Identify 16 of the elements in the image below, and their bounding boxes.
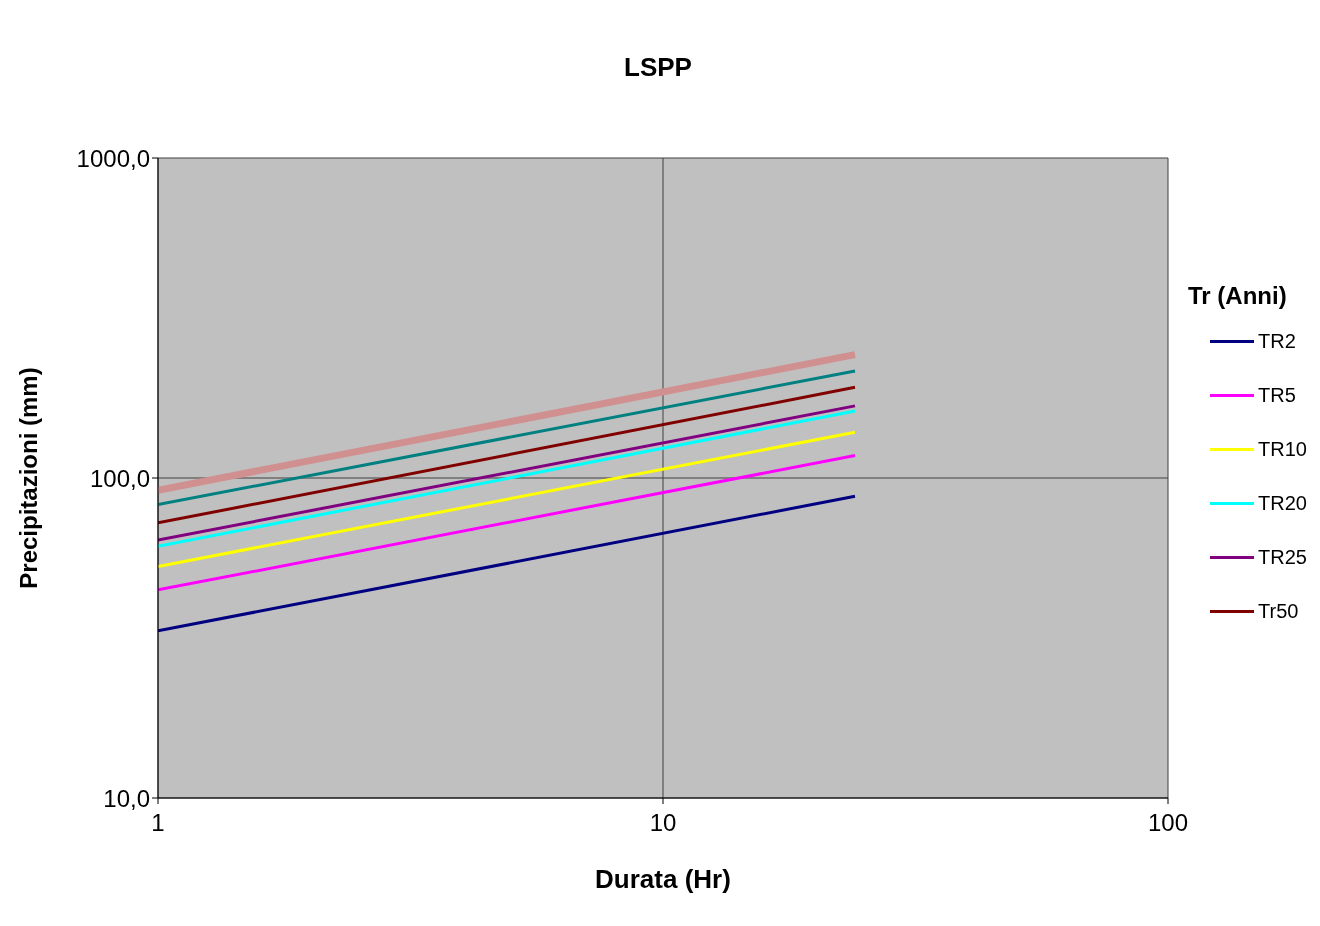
legend-label: TR25 <box>1258 545 1307 569</box>
x-tick-label: 100 <box>1147 809 1189 837</box>
y-tick-label: 100,0 <box>89 464 150 492</box>
x-tick-label: 1 <box>151 809 165 837</box>
y-axis-title: Precipitazioni (mm) <box>14 367 42 589</box>
legend-label: TR5 <box>1258 383 1296 407</box>
y-tick-label: 10,0 <box>103 784 150 812</box>
legend-label: TR2 <box>1258 329 1296 353</box>
legend-label: TR20 <box>1258 491 1307 515</box>
x-axis-title: Durata (Hr) <box>595 864 731 894</box>
legend-label: TR10 <box>1258 437 1307 461</box>
x-tick-label: 10 <box>649 809 677 837</box>
legend-label: Tr50 <box>1258 599 1299 623</box>
y-tick-label: 1000,0 <box>76 144 150 172</box>
legend-title: Tr (Anni) <box>1188 282 1288 310</box>
chart-title: LSPP <box>623 52 693 83</box>
